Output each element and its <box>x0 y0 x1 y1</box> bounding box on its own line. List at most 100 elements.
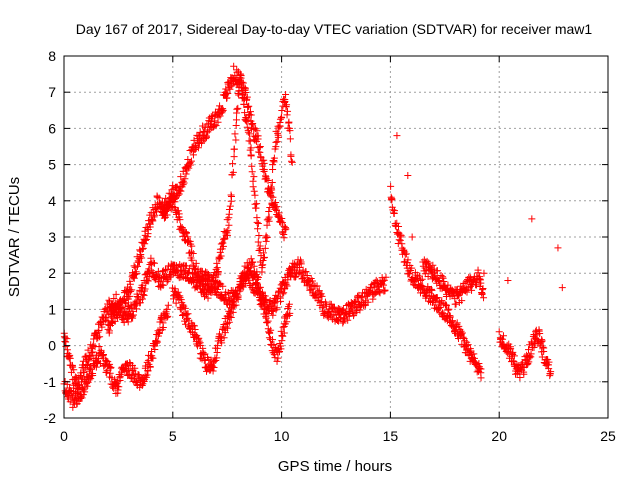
data-point <box>463 288 471 296</box>
data-point <box>88 349 96 357</box>
data-point <box>247 152 255 160</box>
data-point <box>507 345 515 353</box>
data-point <box>219 239 227 247</box>
data-point <box>87 365 95 373</box>
data-point <box>397 233 405 241</box>
data-point <box>263 175 271 183</box>
data-point <box>418 275 426 283</box>
data-point <box>330 303 338 311</box>
data-point <box>137 251 145 259</box>
chart-title: Day 167 of 2017, Sidereal Day-to-day VTE… <box>76 21 593 37</box>
data-point <box>122 311 130 319</box>
data-point <box>66 354 74 362</box>
data-point <box>78 394 86 402</box>
data-point <box>423 257 431 265</box>
data-point <box>369 295 377 303</box>
data-point <box>112 290 120 298</box>
data-point <box>130 262 138 270</box>
data-point <box>297 260 305 268</box>
data-point <box>238 78 246 86</box>
data-point <box>104 325 112 333</box>
data-point <box>247 111 255 119</box>
data-point <box>393 219 401 227</box>
data-point <box>124 303 132 311</box>
data-point <box>176 261 184 269</box>
data-point <box>189 250 197 258</box>
data-point <box>357 294 365 302</box>
data-point <box>250 262 258 270</box>
data-point <box>433 267 441 275</box>
data-point <box>254 274 262 282</box>
data-point <box>244 116 252 124</box>
data-point <box>313 282 321 290</box>
data-point <box>150 213 158 221</box>
data-point <box>271 299 279 307</box>
data-point <box>225 318 233 326</box>
data-point <box>180 267 188 275</box>
x-tick-label: 5 <box>169 428 177 444</box>
data-point <box>175 210 183 218</box>
data-point <box>223 94 231 102</box>
data-point <box>245 102 253 110</box>
data-point <box>462 285 470 293</box>
data-point <box>256 148 264 156</box>
data-point <box>279 332 287 340</box>
data-point <box>288 157 296 165</box>
data-point <box>499 332 507 340</box>
data-point <box>143 371 151 379</box>
data-point <box>229 168 237 176</box>
data-point <box>274 131 282 139</box>
data-point <box>149 259 157 267</box>
data-point <box>282 281 290 289</box>
y-tick-label: -1 <box>44 374 57 390</box>
data-point <box>135 258 143 266</box>
data-point <box>241 109 249 117</box>
data-point <box>229 160 237 168</box>
data-point <box>303 271 311 279</box>
data-point <box>95 327 103 335</box>
data-point <box>525 358 533 366</box>
data-point <box>126 277 134 285</box>
data-point <box>232 301 240 309</box>
data-point <box>236 287 244 295</box>
data-point <box>209 288 217 296</box>
data-point <box>83 382 91 390</box>
data-point <box>180 179 188 187</box>
data-point <box>164 312 172 320</box>
data-point <box>230 302 238 310</box>
data-point <box>124 318 132 326</box>
data-point <box>251 191 259 199</box>
data-point <box>278 114 286 122</box>
data-point <box>190 322 198 330</box>
x-tick-label: 10 <box>274 428 290 444</box>
data-point <box>404 256 412 264</box>
data-point <box>531 340 539 348</box>
data-point <box>268 179 276 187</box>
data-point <box>216 248 224 256</box>
data-point <box>226 309 234 317</box>
data-point <box>458 297 466 305</box>
data-point <box>132 378 140 386</box>
x-tick-label: 15 <box>383 428 399 444</box>
data-point <box>255 246 263 254</box>
data-point <box>129 311 137 319</box>
data-point <box>84 346 92 354</box>
data-point <box>66 351 74 359</box>
data-point <box>285 118 293 126</box>
data-point <box>558 284 566 292</box>
data-point <box>273 304 281 312</box>
data-point <box>262 313 270 321</box>
data-point <box>277 345 285 353</box>
data-point <box>243 93 251 101</box>
data-point <box>439 274 447 282</box>
data-point <box>272 138 280 146</box>
data-point <box>85 376 93 384</box>
data-point <box>277 327 285 335</box>
y-axis-label: SDTVAR / TECUs <box>6 177 23 297</box>
data-point <box>131 375 139 383</box>
data-point <box>234 295 242 303</box>
data-point <box>138 382 146 389</box>
data-point <box>129 314 137 322</box>
data-point <box>261 306 269 314</box>
